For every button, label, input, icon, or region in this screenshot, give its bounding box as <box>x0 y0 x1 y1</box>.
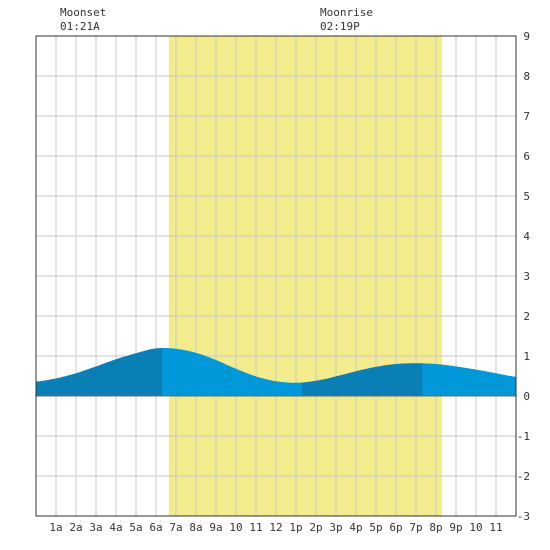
tide-segment <box>422 363 516 396</box>
x-tick-label: 1p <box>289 521 302 534</box>
x-tick-label: 10 <box>469 521 482 534</box>
y-tick-labels: -3 -2 -1 0 1 2 3 4 5 6 7 8 9 <box>517 30 531 523</box>
x-tick-labels: 1a 2a 3a 4a 5a 6a 7a 8a 9a 10 11 12 1p 2p 3p 4p 5p 6p 7p 8p… <box>49 521 502 534</box>
x-tick-label: 7a <box>169 521 182 534</box>
x-tick-label: 5p <box>369 521 382 534</box>
tide-segment <box>302 363 422 396</box>
y-tick-label: -1 <box>517 430 530 443</box>
x-tick-label: 6p <box>389 521 402 534</box>
tide-area-layer <box>36 348 516 396</box>
x-tick-label: 2a <box>69 521 82 534</box>
plot-frame <box>35 35 517 517</box>
moonset-label: Moonset <box>60 6 106 19</box>
y-tick-label: 0 <box>523 390 530 403</box>
x-tick-label: 5a <box>129 521 142 534</box>
x-tick-label: 2p <box>309 521 322 534</box>
y-tick-label: -3 <box>517 510 530 523</box>
x-tick-label: 4p <box>349 521 362 534</box>
x-tick-label: 3p <box>329 521 342 534</box>
x-tick-label: 7p <box>409 521 422 534</box>
x-tick-label: 6a <box>149 521 162 534</box>
moonset-time: 01:21A <box>60 20 100 33</box>
grid-layer <box>36 36 516 516</box>
y-tick-label: 2 <box>523 310 530 323</box>
x-tick-label: 4a <box>109 521 122 534</box>
y-tick-label: 4 <box>523 230 530 243</box>
y-tick-label: 3 <box>523 270 530 283</box>
x-tick-label: 9p <box>449 521 462 534</box>
x-tick-label: 10 <box>229 521 242 534</box>
x-tick-label: 11 <box>249 521 262 534</box>
y-tick-label: 6 <box>523 150 530 163</box>
y-tick-label: -2 <box>517 470 530 483</box>
x-tick-label: 8a <box>189 521 202 534</box>
moonrise-time: 02:19P <box>320 20 360 33</box>
y-tick-label: 9 <box>523 30 530 43</box>
y-tick-label: 7 <box>523 110 530 123</box>
y-tick-label: 1 <box>523 350 530 363</box>
tide-segment <box>162 348 302 396</box>
x-tick-label: 8p <box>429 521 442 534</box>
moonrise-label: Moonrise <box>320 6 373 19</box>
x-tick-label: 11 <box>489 521 502 534</box>
x-tick-label: 12 <box>269 521 282 534</box>
y-tick-label: 5 <box>523 190 530 203</box>
y-tick-label: 8 <box>523 70 530 83</box>
tide-segment <box>36 348 162 396</box>
x-tick-label: 3a <box>89 521 102 534</box>
x-tick-label: 1a <box>49 521 62 534</box>
x-tick-label: 9a <box>209 521 222 534</box>
